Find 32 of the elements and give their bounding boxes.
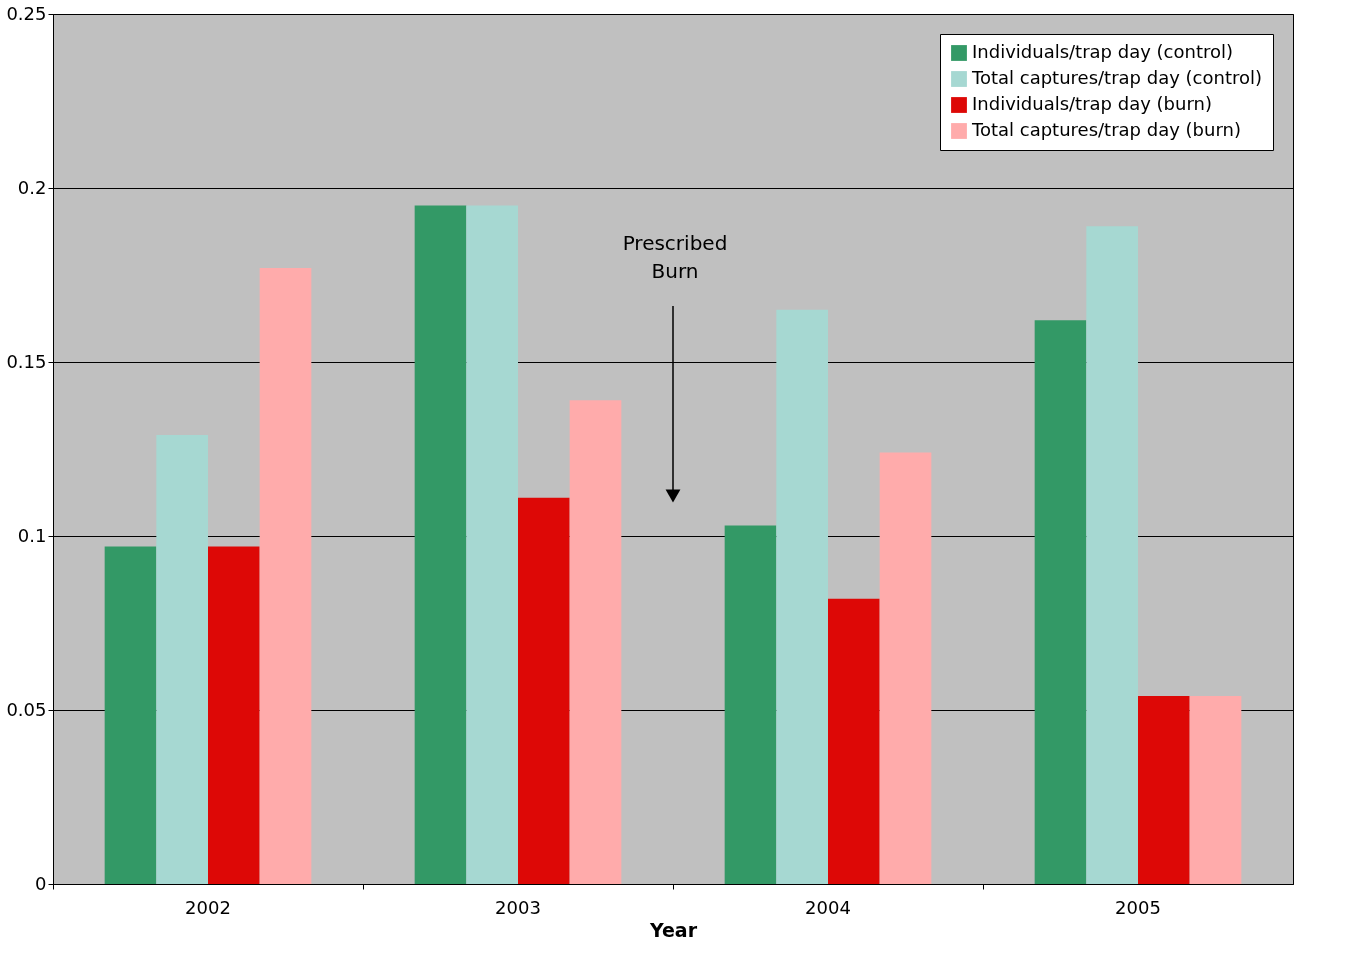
bar: [828, 598, 880, 884]
bar: [156, 435, 208, 884]
bar: [414, 205, 467, 884]
y-tick-label: 0.1: [17, 524, 47, 546]
legend-label: Individuals/trap day (control): [972, 41, 1234, 62]
x-tick-label: 2002: [185, 896, 231, 918]
bar: [466, 205, 518, 884]
y-tick-label: 0.05: [6, 698, 47, 720]
bar: [569, 400, 622, 884]
y-tick-label: 0.15: [6, 350, 47, 372]
x-axis-title: Year: [648, 918, 698, 941]
bar: [259, 268, 312, 884]
x-tick-label: 2004: [805, 896, 851, 918]
x-tick-label: 2003: [495, 896, 541, 918]
legend-label: Total captures/trap day (control): [971, 67, 1263, 88]
bar: [208, 546, 260, 884]
annotation: Prescribed Burn: [622, 231, 728, 283]
bar: [724, 525, 777, 884]
bar: [776, 309, 828, 884]
legend-label: Individuals/trap day (burn): [972, 93, 1212, 114]
y-tick-label: 0.25: [6, 2, 47, 24]
bar: [104, 546, 157, 884]
bar: [1034, 320, 1087, 884]
bar: [518, 497, 570, 884]
legend-label: Total captures/trap day (burn): [971, 119, 1241, 140]
bar: [1138, 696, 1190, 884]
bar: [879, 452, 932, 884]
bar: [1086, 226, 1138, 884]
y-tick-label: 0.2: [17, 176, 47, 198]
bar: [1189, 696, 1242, 884]
x-tick-label: 2005: [1115, 896, 1161, 918]
y-tick-label: 0: [35, 872, 47, 894]
